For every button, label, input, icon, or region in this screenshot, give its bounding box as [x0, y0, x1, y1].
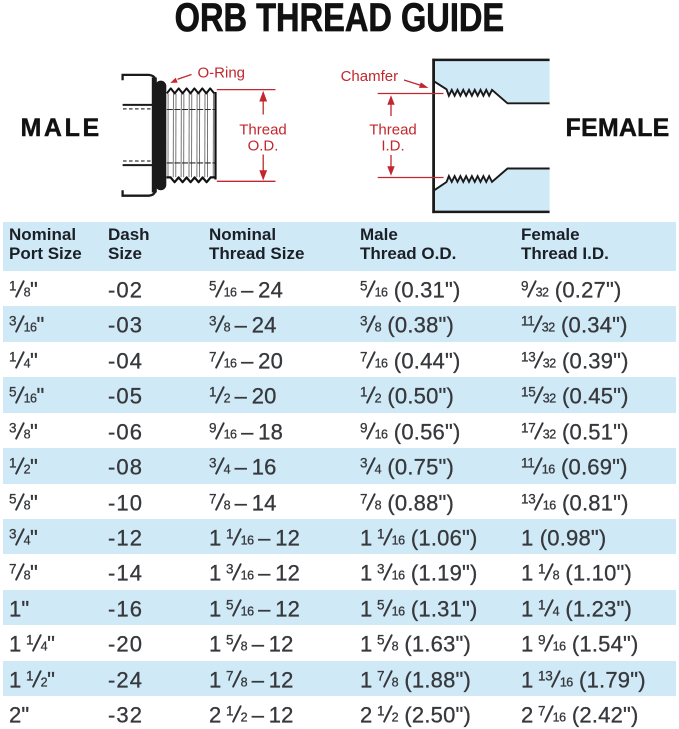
svg-text:Chamfer: Chamfer: [341, 68, 399, 85]
svg-text:Thread: Thread: [239, 122, 287, 139]
svg-text:Thread: Thread: [369, 122, 417, 139]
svg-text:O.D.: O.D.: [248, 138, 279, 155]
svg-text:O-Ring: O-Ring: [198, 64, 246, 81]
svg-text:I.D.: I.D.: [381, 138, 404, 155]
